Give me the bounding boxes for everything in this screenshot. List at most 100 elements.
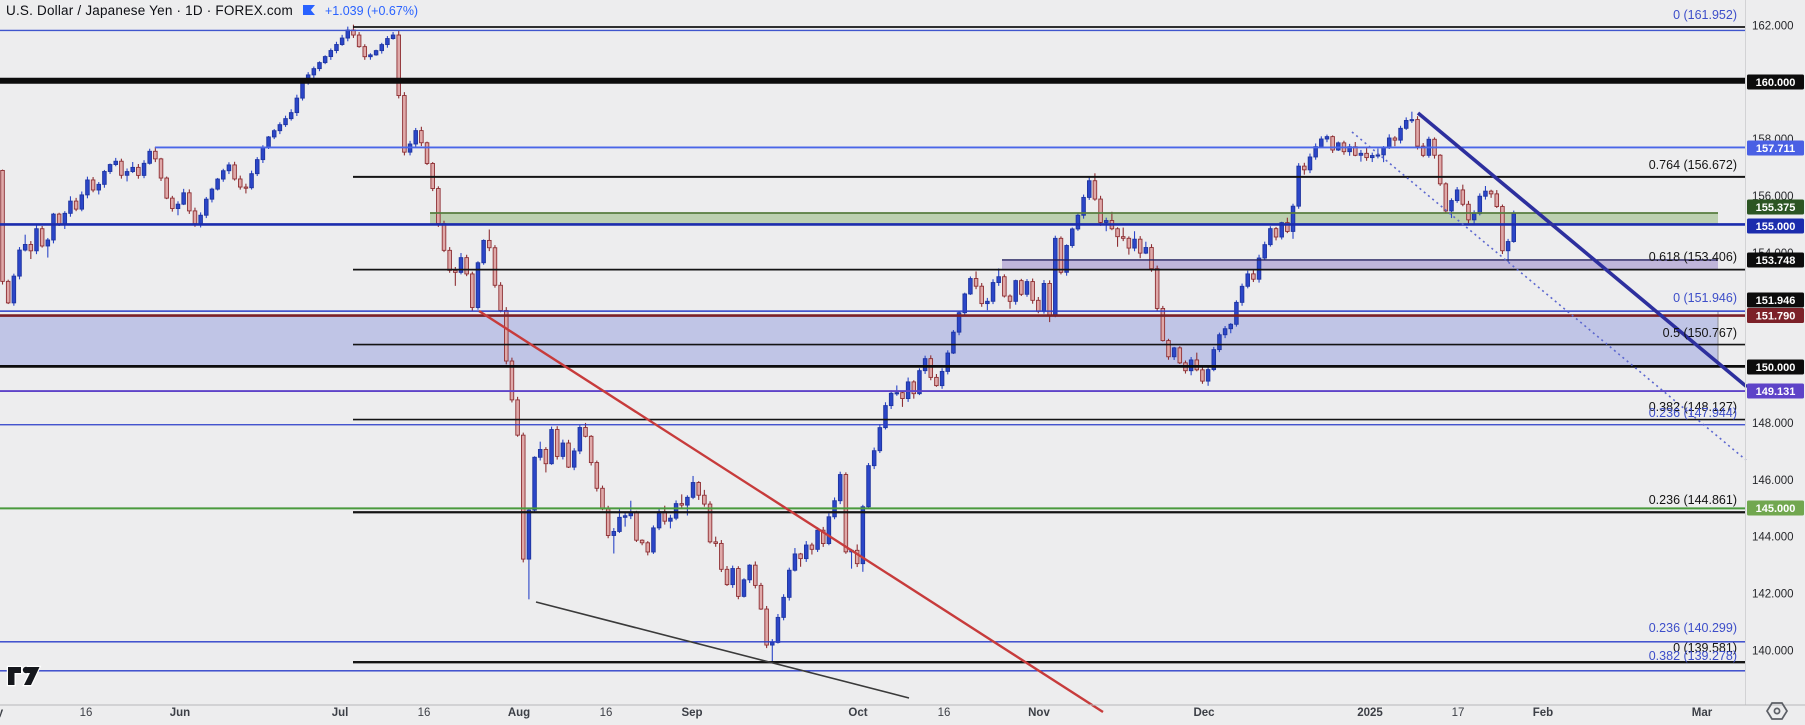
flag-icon[interactable] bbox=[302, 4, 316, 18]
candle-body bbox=[656, 511, 662, 529]
candle-body bbox=[611, 530, 617, 536]
symbol-title[interactable]: U.S. Dollar / Japanese Yen · 1D · FOREX.… bbox=[6, 3, 293, 18]
price-badge-label: 150.000 bbox=[1756, 362, 1796, 374]
candle-body bbox=[102, 171, 107, 185]
price-badge[interactable] bbox=[1747, 218, 1804, 234]
price-badge[interactable] bbox=[1747, 383, 1804, 399]
price-badge[interactable] bbox=[1747, 140, 1804, 156]
candle-body bbox=[962, 293, 967, 314]
tradingview-logo-icon[interactable] bbox=[5, 663, 45, 689]
time-axis[interactable]: May 16 Jun Jul 16 Aug 16 Sep Oct 16 Nov Dec 2025 17 Fe… bbox=[0, 707, 1713, 719]
candle-body bbox=[1488, 190, 1494, 195]
candle-body bbox=[204, 198, 209, 216]
candle-body bbox=[1154, 268, 1160, 309]
trendlines-layer bbox=[478, 111, 1749, 714]
candle-body bbox=[1494, 193, 1500, 207]
candle-body bbox=[90, 179, 96, 191]
candle-body bbox=[294, 97, 300, 114]
candle-body bbox=[68, 200, 73, 214]
candle-body bbox=[673, 503, 679, 519]
symbol-header[interactable]: U.S. Dollar / Japanese Yen · 1D · FOREX.… bbox=[6, 3, 418, 18]
candle-body bbox=[526, 509, 532, 560]
candle-body bbox=[85, 179, 90, 196]
resistance-zone-155[interactable] bbox=[430, 213, 1718, 225]
downtrend-line-red[interactable] bbox=[478, 309, 1104, 714]
candle-body bbox=[130, 166, 135, 172]
candle-body bbox=[1205, 369, 1211, 382]
candle-body bbox=[956, 312, 962, 333]
price-badge[interactable] bbox=[1747, 199, 1804, 215]
candle-body bbox=[1234, 301, 1239, 325]
candle-body bbox=[515, 399, 520, 436]
time-tick-label: 16 bbox=[600, 707, 613, 719]
candle-body bbox=[1375, 154, 1381, 157]
candle-body bbox=[288, 112, 294, 120]
candle-body bbox=[719, 542, 724, 570]
support-zone-151_150[interactable] bbox=[0, 315, 1718, 366]
price-badge[interactable] bbox=[1747, 500, 1804, 516]
candle-body bbox=[464, 257, 469, 275]
candle-body bbox=[1386, 137, 1392, 149]
time-tick-label: 16 bbox=[80, 707, 93, 719]
candle-body bbox=[1160, 307, 1166, 342]
candle-body bbox=[1019, 280, 1024, 295]
candle-body bbox=[554, 429, 560, 457]
price-badge[interactable] bbox=[1747, 74, 1804, 90]
candle-body bbox=[651, 527, 656, 553]
candle-body bbox=[1126, 237, 1132, 249]
candle-body bbox=[1177, 347, 1183, 364]
settings-gear-icon[interactable] bbox=[1764, 700, 1790, 722]
price-levels-layer bbox=[0, 26, 1745, 672]
candle-body bbox=[685, 496, 690, 506]
candle-body bbox=[1239, 285, 1245, 303]
candle-body bbox=[28, 244, 34, 252]
candle-body bbox=[113, 160, 118, 165]
price-tick-label: 148.000 bbox=[1752, 418, 1794, 430]
candle-body bbox=[837, 474, 843, 502]
candle-body bbox=[1307, 156, 1313, 171]
candle-body bbox=[804, 544, 809, 560]
price-badge[interactable] bbox=[1747, 292, 1804, 308]
time-tick-label: Mar bbox=[1692, 707, 1713, 719]
candle-body bbox=[1047, 283, 1052, 316]
time-tick-label: 16 bbox=[938, 707, 951, 719]
fib-label: 0.5 (150.767) bbox=[1663, 326, 1737, 340]
candle-body bbox=[979, 285, 984, 305]
candle-body bbox=[175, 203, 181, 209]
base-trendline-black[interactable] bbox=[535, 601, 910, 699]
price-axis[interactable]: 162.000158.000156.000154.000148.000146.0… bbox=[1747, 21, 1804, 658]
candle-body bbox=[826, 516, 832, 544]
candle-body bbox=[419, 130, 424, 144]
candle-body bbox=[170, 197, 175, 209]
candle-body bbox=[1103, 220, 1109, 223]
price-badge[interactable] bbox=[1747, 252, 1804, 268]
candle-body bbox=[1041, 283, 1047, 312]
candle-body bbox=[820, 529, 826, 544]
price-badge-label: 155.375 bbox=[1756, 202, 1796, 214]
candle-body bbox=[724, 568, 730, 586]
price-badge-label: 157.711 bbox=[1756, 143, 1795, 155]
candle-body bbox=[192, 210, 198, 225]
candle-body bbox=[51, 213, 56, 241]
fib-label: 0.618 (153.406) bbox=[1649, 250, 1737, 264]
candle-body bbox=[498, 284, 503, 311]
candle-body bbox=[1454, 189, 1460, 202]
candle-body bbox=[1290, 205, 1296, 232]
price-badge-label: 151.946 bbox=[1756, 295, 1796, 307]
price-badge[interactable] bbox=[1747, 359, 1804, 375]
candle-body bbox=[792, 553, 798, 571]
pivot-zone-153_5[interactable] bbox=[1002, 259, 1718, 270]
candle-body bbox=[866, 465, 871, 508]
time-tick-label: 17 bbox=[1452, 707, 1465, 719]
candle-body bbox=[1381, 147, 1386, 156]
candle-body bbox=[45, 239, 51, 247]
candle-body bbox=[1092, 180, 1098, 200]
downtrend-line-navy[interactable] bbox=[1416, 111, 1749, 389]
candle-body bbox=[1245, 273, 1250, 287]
price-badge[interactable] bbox=[1747, 308, 1804, 323]
candle-body bbox=[158, 158, 164, 179]
candle-body bbox=[339, 37, 345, 45]
candle-body bbox=[39, 228, 45, 247]
